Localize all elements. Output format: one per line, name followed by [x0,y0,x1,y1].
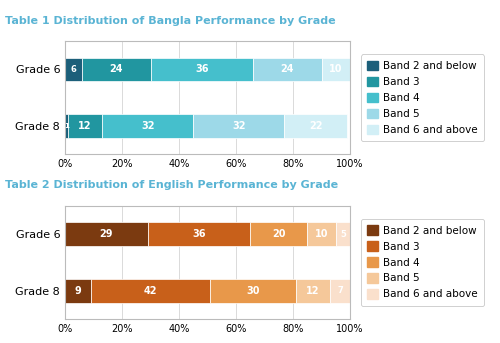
Text: 42: 42 [144,286,157,296]
Bar [65,114,68,138]
Text: 24: 24 [280,64,294,74]
Bar [210,279,296,303]
Bar [336,222,350,246]
Text: 22: 22 [309,121,322,131]
Bar [307,222,336,246]
Bar [193,114,284,138]
Bar [65,279,90,303]
Text: 9: 9 [74,286,81,296]
Text: 32: 32 [232,121,245,131]
Bar [90,279,210,303]
Text: 29: 29 [100,229,113,239]
Bar [150,58,253,81]
Text: 36: 36 [195,64,208,74]
Bar [148,222,250,246]
Text: 24: 24 [110,64,123,74]
Bar [65,222,148,246]
Bar [330,279,350,303]
Bar [68,114,102,138]
Bar [296,279,330,303]
Text: Table 2 Distribution of English Performance by Grade: Table 2 Distribution of English Performa… [5,180,338,190]
Text: 6: 6 [70,65,76,74]
Legend: Band 2 and below, Band 3, Band 4, Band 5, Band 6 and above: Band 2 and below, Band 3, Band 4, Band 5… [361,219,484,306]
Bar [82,58,150,81]
Text: 12: 12 [78,121,92,131]
Text: 20: 20 [272,229,285,239]
Bar [253,58,322,81]
Bar [322,58,350,81]
Legend: Band 2 and below, Band 3, Band 4, Band 5, Band 6 and above: Band 2 and below, Band 3, Band 4, Band 5… [361,55,484,141]
Text: Table 1 Distribution of Bangla Performance by Grade: Table 1 Distribution of Bangla Performan… [5,15,336,26]
Bar [102,114,193,138]
Bar [65,58,82,81]
Text: 32: 32 [141,121,154,131]
Text: 36: 36 [192,229,205,239]
Text: 7: 7 [337,286,343,295]
Bar [284,114,347,138]
Text: 10: 10 [315,229,328,239]
Bar [250,222,307,246]
Text: 5: 5 [340,229,346,239]
Text: 1: 1 [64,123,69,129]
Text: 10: 10 [329,64,342,74]
Text: 12: 12 [306,286,320,296]
Text: 30: 30 [246,286,260,296]
